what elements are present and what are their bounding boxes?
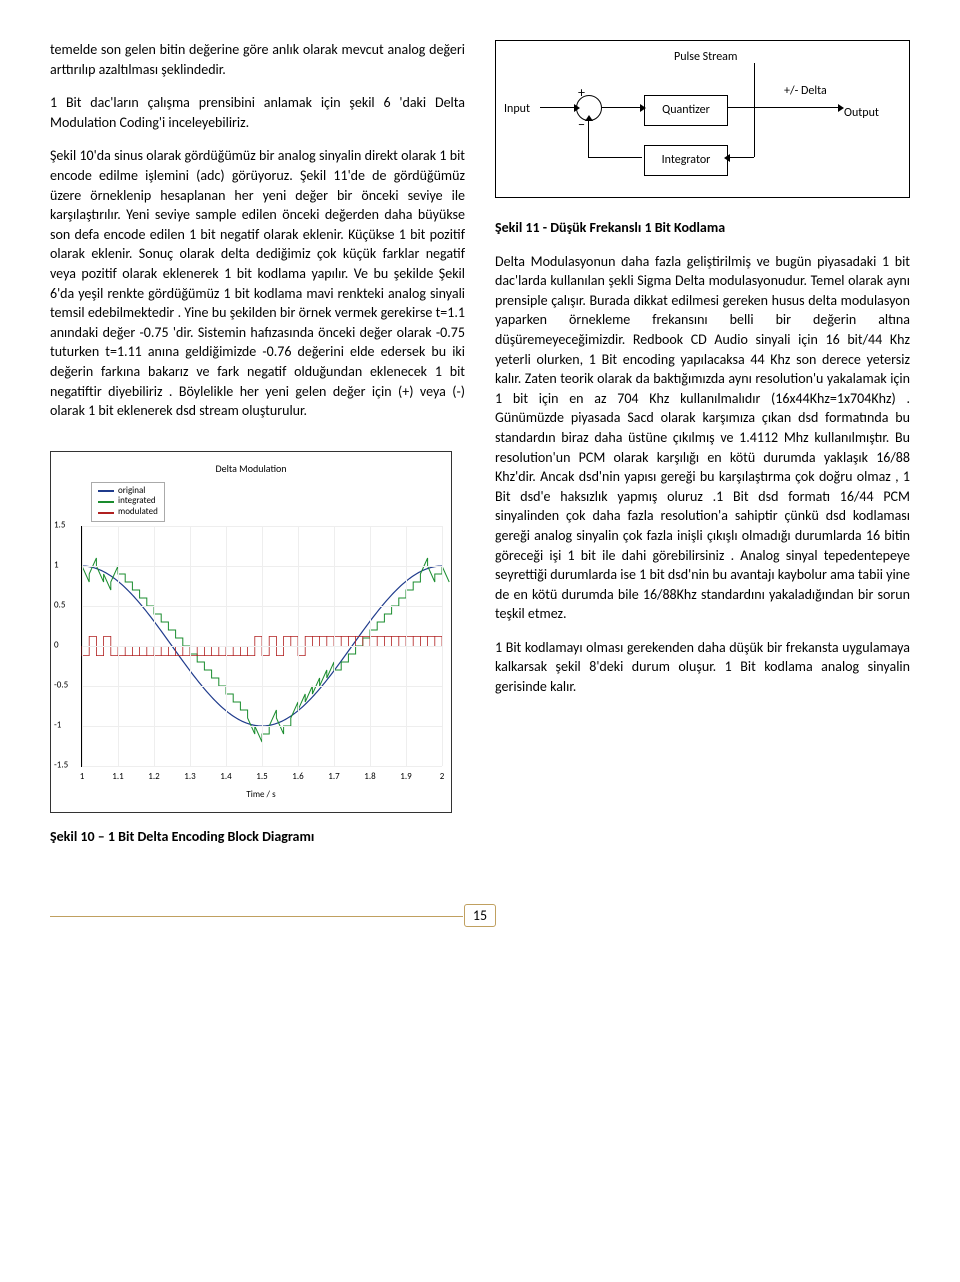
two-column-layout: temelde son gelen bitin değerine göre an… <box>50 40 910 856</box>
page-number: 15 <box>50 906 910 926</box>
label-output: Output <box>844 105 879 122</box>
para: 1 Bit dac'ların çalışma prensibini anlam… <box>50 93 465 132</box>
line <box>754 63 755 107</box>
label-delta: +/- Delta <box>784 83 827 100</box>
arrow <box>602 107 640 108</box>
para: 1 Bit kodlamayı olması gerekenden daha d… <box>495 638 910 697</box>
box-integrator: Integrator <box>644 145 728 176</box>
arrow <box>540 107 574 108</box>
arrow <box>588 121 589 157</box>
left-column: temelde son gelen bitin değerine göre an… <box>50 40 465 856</box>
line <box>754 107 755 157</box>
label-pulse-stream: Pulse Stream <box>674 49 738 66</box>
figure-11-heading: Şekil 11 - Düşük Frekanslı 1 Bit Kodlama <box>495 218 910 238</box>
arrow <box>728 107 838 108</box>
box-quantizer: Quantizer <box>644 95 728 126</box>
chart-plot-area: 1.510.50-0.5-1-1.511.11.21.31.41.51.61.7… <box>81 526 442 767</box>
arrow <box>730 157 754 158</box>
line <box>588 157 642 158</box>
right-column: Pulse Stream Input + − Quantizer Integra… <box>495 40 910 856</box>
para: Şekil 10'da sinus olarak gördüğümüz bir … <box>50 146 465 420</box>
legend-modulated: modulated <box>118 507 158 518</box>
block-diagram: Pulse Stream Input + − Quantizer Integra… <box>495 40 910 198</box>
chart-legend: original integrated modulated <box>91 482 165 522</box>
para: temelde son gelen bitin değerine göre an… <box>50 40 465 79</box>
chart-title: Delta Modulation <box>61 462 441 476</box>
figure-10-caption: Şekil 10 – 1 Bit Delta Encoding Block Di… <box>50 827 465 847</box>
label-input: Input <box>504 101 530 118</box>
chart-xlabel: Time / s <box>81 789 441 802</box>
delta-modulation-chart: Delta Modulation original integrated mod… <box>50 451 452 813</box>
para: Delta Modulasyonun daha fazla geliştiril… <box>495 252 910 624</box>
